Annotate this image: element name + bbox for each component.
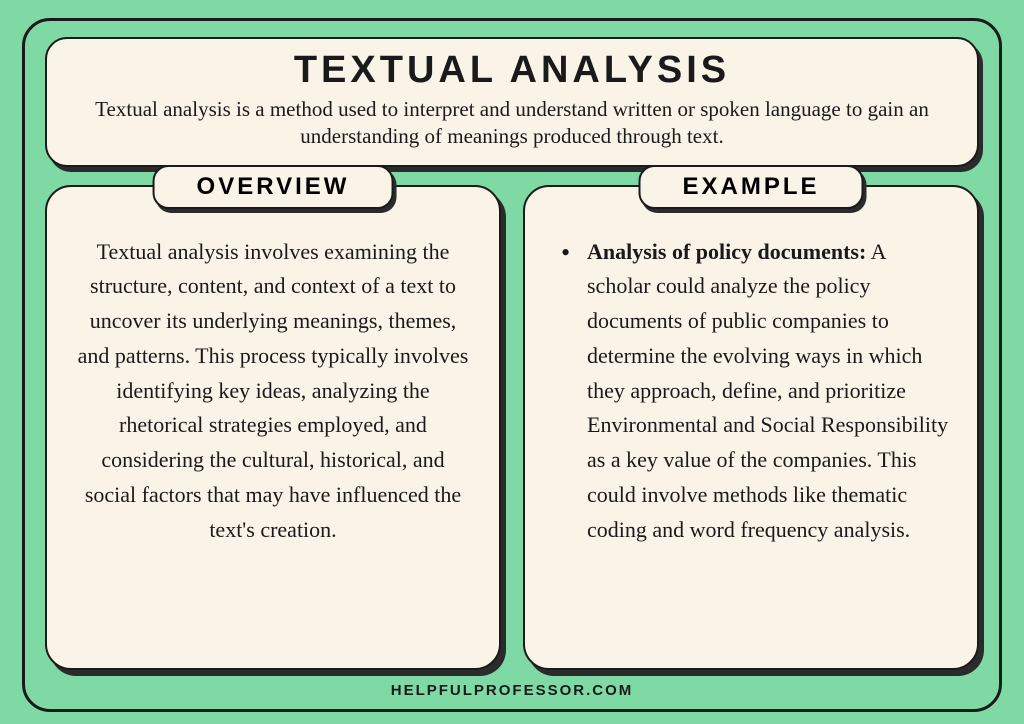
example-lead: Analysis of policy documents: bbox=[587, 239, 866, 264]
footer-text: HELPFULPROFESSOR.COM bbox=[45, 670, 979, 699]
header-box: TEXTUAL ANALYSIS Textual analysis is a m… bbox=[45, 37, 979, 167]
overview-body: Textual analysis involves examining the … bbox=[75, 235, 471, 548]
outer-frame: TEXTUAL ANALYSIS Textual analysis is a m… bbox=[22, 18, 1002, 712]
example-body: A scholar could analyze the policy docum… bbox=[587, 239, 948, 542]
example-list: Analysis of policy documents: A scholar … bbox=[553, 235, 949, 548]
example-card: EXAMPLE Analysis of policy documents: A … bbox=[523, 185, 979, 670]
overview-label: OVERVIEW bbox=[153, 165, 394, 209]
overview-card: OVERVIEW Textual analysis involves exami… bbox=[45, 185, 501, 670]
subtitle: Textual analysis is a method used to int… bbox=[75, 96, 949, 151]
main-title: TEXTUAL ANALYSIS bbox=[75, 49, 949, 92]
columns: OVERVIEW Textual analysis involves exami… bbox=[45, 185, 979, 670]
example-item: Analysis of policy documents: A scholar … bbox=[561, 235, 949, 548]
example-label: EXAMPLE bbox=[638, 165, 863, 209]
